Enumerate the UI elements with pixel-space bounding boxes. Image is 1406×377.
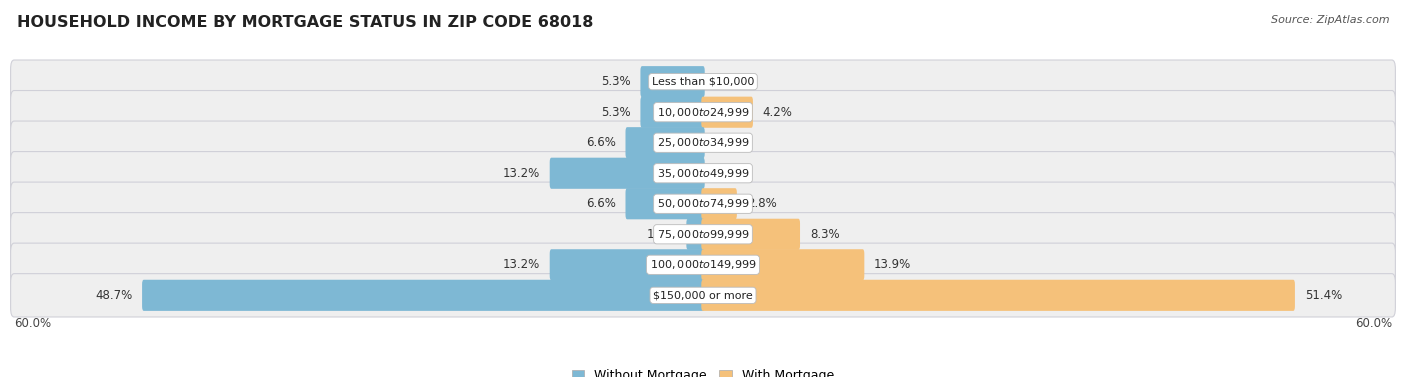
FancyBboxPatch shape [640,97,704,128]
Text: 2.8%: 2.8% [747,197,776,210]
Text: Less than $10,000: Less than $10,000 [652,77,754,87]
Text: 1.3%: 1.3% [647,228,676,241]
FancyBboxPatch shape [702,280,1295,311]
Text: 4.2%: 4.2% [762,106,793,119]
Text: 51.4%: 51.4% [1305,289,1341,302]
FancyBboxPatch shape [550,249,704,280]
Text: 0%: 0% [714,136,733,149]
FancyBboxPatch shape [11,213,1395,256]
Text: 13.2%: 13.2% [503,258,540,271]
Text: $75,000 to $99,999: $75,000 to $99,999 [657,228,749,241]
Text: 6.6%: 6.6% [586,136,616,149]
FancyBboxPatch shape [11,182,1395,225]
Text: $35,000 to $49,999: $35,000 to $49,999 [657,167,749,180]
Text: 0%: 0% [714,75,733,88]
FancyBboxPatch shape [702,249,865,280]
Text: 8.3%: 8.3% [810,228,839,241]
FancyBboxPatch shape [702,219,800,250]
FancyBboxPatch shape [702,188,737,219]
Text: 13.9%: 13.9% [875,258,911,271]
FancyBboxPatch shape [142,280,704,311]
Text: $150,000 or more: $150,000 or more [654,290,752,300]
Text: HOUSEHOLD INCOME BY MORTGAGE STATUS IN ZIP CODE 68018: HOUSEHOLD INCOME BY MORTGAGE STATUS IN Z… [17,15,593,30]
FancyBboxPatch shape [11,121,1395,164]
Text: $50,000 to $74,999: $50,000 to $74,999 [657,197,749,210]
Text: 13.2%: 13.2% [503,167,540,180]
FancyBboxPatch shape [550,158,704,189]
FancyBboxPatch shape [626,188,704,219]
Text: $10,000 to $24,999: $10,000 to $24,999 [657,106,749,119]
Text: Source: ZipAtlas.com: Source: ZipAtlas.com [1271,15,1389,25]
FancyBboxPatch shape [686,219,704,250]
Text: 5.3%: 5.3% [600,106,631,119]
Text: 60.0%: 60.0% [1355,317,1392,330]
FancyBboxPatch shape [11,90,1395,134]
FancyBboxPatch shape [11,60,1395,103]
Text: $100,000 to $149,999: $100,000 to $149,999 [650,258,756,271]
Text: 5.3%: 5.3% [600,75,631,88]
FancyBboxPatch shape [11,274,1395,317]
Text: 60.0%: 60.0% [14,317,51,330]
FancyBboxPatch shape [11,152,1395,195]
Text: $25,000 to $34,999: $25,000 to $34,999 [657,136,749,149]
FancyBboxPatch shape [702,97,754,128]
FancyBboxPatch shape [11,243,1395,287]
Text: 48.7%: 48.7% [96,289,132,302]
FancyBboxPatch shape [626,127,704,158]
Legend: Without Mortgage, With Mortgage: Without Mortgage, With Mortgage [572,369,834,377]
Text: 6.6%: 6.6% [586,197,616,210]
Text: 0%: 0% [714,167,733,180]
FancyBboxPatch shape [640,66,704,97]
